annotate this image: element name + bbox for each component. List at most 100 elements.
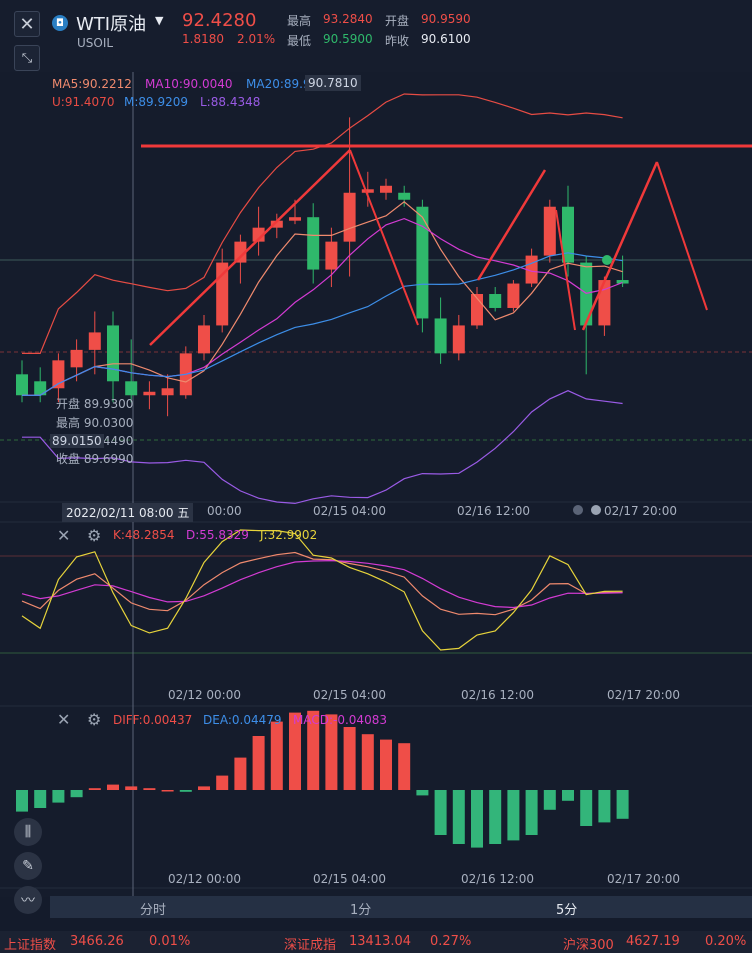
gear-icon[interactable]: ⚙ [87, 526, 102, 545]
macd-axis-tick-2: 02/16 12:00 [461, 872, 534, 886]
candle-body [489, 294, 502, 308]
macd-bar [125, 786, 138, 790]
price-tag: 90.7810 [305, 75, 361, 91]
ticker-sh-name[interactable]: 上证指数 [4, 938, 57, 953]
candle-body [125, 381, 138, 396]
candle-body [380, 185, 392, 193]
macd-bar [289, 712, 301, 790]
prev-close-value: 90.6100 [421, 32, 471, 46]
crosshair-time: 2022/02/11 08:00 五 [62, 503, 194, 522]
macd-bar [398, 743, 411, 790]
chart-area[interactable]: MA5:90.2212 MA10:90.0040 MA20:89.9578 90… [0, 72, 752, 914]
candle-body [289, 217, 301, 221]
gear-icon[interactable]: ⚙ [87, 710, 102, 729]
ticker-sz-value: 13413.04 [349, 934, 412, 949]
ticker-sz-name[interactable]: 深证成指 [284, 938, 337, 953]
macd-histogram [16, 710, 629, 848]
candle-body [562, 206, 574, 263]
timeframe-5min[interactable]: 5分 [556, 903, 578, 918]
current-price-dot [602, 255, 612, 265]
indicator-icon[interactable]: 〰 [14, 886, 42, 914]
arrow-up-3 [581, 161, 659, 331]
price-axis-tag: 89.0150 [50, 434, 104, 448]
main-axis-tick-2: 02/16 12:00 [457, 504, 530, 518]
macd-bar [307, 710, 320, 790]
main-axis-tick-1: 02/15 04:00 [313, 504, 386, 518]
symbol-code: USOIL [77, 36, 114, 50]
grid-lines [0, 259, 752, 889]
candle-body [107, 325, 119, 382]
ticker-hs-name[interactable]: 沪深300 [563, 938, 614, 953]
open-value: 90.9590 [421, 12, 471, 26]
boll-lower-label: L:88.4348 [200, 95, 261, 109]
close-icon[interactable]: ✕ [57, 526, 71, 545]
candle-body [616, 280, 629, 284]
close-icon[interactable]: ✕ [57, 710, 71, 729]
ma10-label: MA10:90.0040 [145, 77, 233, 91]
arrow-down-1 [349, 149, 419, 326]
macd-bar [107, 784, 119, 790]
macd-axis-tick-1: 02/15 04:00 [313, 872, 386, 886]
kdj-lines [21, 529, 623, 651]
high-label: 最高 [287, 14, 312, 28]
macd-bar [88, 788, 101, 790]
macd-bar [525, 790, 538, 835]
macd-bar [34, 790, 47, 808]
candle-body [88, 332, 101, 350]
low-label: 最低 [287, 34, 312, 48]
candle-body [434, 318, 447, 354]
macd-bar [471, 790, 483, 848]
header-bar: ✕ ⤡ ◘ WTI原油 ▼ USOIL 92.4280 1.8180 2.01%… [0, 0, 752, 72]
kdj-d-label: D:55.8329 [186, 528, 249, 542]
close-icon[interactable]: ✕ [14, 11, 40, 37]
kdj-k-label: K:48.2854 [113, 528, 175, 542]
candle-body [325, 241, 338, 270]
macd-bar [489, 790, 502, 844]
candle-body [270, 220, 283, 228]
macd-bar [70, 790, 83, 798]
prev-close-label: 昨收 [385, 34, 410, 48]
index-ticker: 上证指数 3466.26 0.01% 深证成指 13413.04 0.27% 沪… [0, 931, 752, 953]
candle-body [252, 227, 265, 242]
expand-icon[interactable]: ⤡ [14, 45, 40, 71]
macd-bar [198, 786, 210, 790]
scroll-dot-2 [591, 505, 601, 515]
ma5-label: MA5:90.2212 [52, 77, 132, 91]
arrow-down-2 [555, 209, 576, 331]
macd-bar [179, 790, 192, 792]
kdj-j-line [21, 529, 623, 651]
chevron-down-icon[interactable]: ▼ [155, 14, 164, 27]
macd-bar [416, 790, 429, 796]
candle-body [143, 391, 156, 396]
timeframe-1min[interactable]: 1分 [350, 903, 372, 918]
kdj-d-line [21, 559, 623, 609]
ma20-line [22, 252, 623, 396]
macd-axis-tick-0: 02/12 00:00 [168, 872, 241, 886]
ticker-hs-pct: 0.20% [705, 934, 747, 949]
boll-lower-line [22, 390, 623, 505]
open-label: 开盘 [385, 14, 410, 28]
symbol-name[interactable]: WTI原油 [76, 14, 147, 35]
macd-bar [252, 736, 265, 790]
timeframe-minute[interactable]: 分时 [140, 903, 167, 918]
macd-bar [161, 790, 174, 792]
macd-bar [580, 790, 593, 826]
macd-bar [598, 790, 611, 823]
candlestick-icon[interactable]: ⫼ [14, 818, 42, 846]
kdj-axis-tick-1: 02/15 04:00 [313, 688, 386, 702]
candle-body [70, 349, 83, 368]
candle-body [234, 241, 247, 263]
macd-bar [616, 790, 629, 819]
candle-body [580, 262, 593, 326]
ma5-line [22, 201, 623, 396]
tooltip-high: 最高 90.0300 [56, 416, 134, 430]
macd-bar [562, 790, 574, 801]
candle-body [161, 388, 174, 396]
macd-bar [380, 739, 392, 790]
candle-body [598, 280, 611, 326]
ticker-sh-value: 3466.26 [70, 934, 124, 949]
candle-body [52, 360, 65, 389]
pen-icon[interactable]: ✎ [14, 852, 42, 880]
candle-body [34, 381, 47, 396]
candle-body [398, 192, 411, 200]
